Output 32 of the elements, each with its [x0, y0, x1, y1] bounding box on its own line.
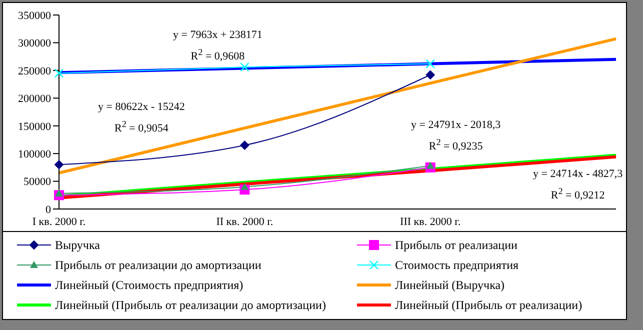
point — [54, 68, 64, 78]
legend-label: Линейный (Стоимость предприятия) — [55, 278, 244, 292]
point — [240, 140, 250, 150]
y-tick-label: 250000 — [18, 65, 52, 78]
y-tick-label: 50000 — [24, 176, 52, 188]
x-tick-label: II кв. 2000 г. — [216, 216, 274, 228]
legend-label: Выручка — [55, 238, 100, 252]
legend-label: Линейный (Прибыль от реализации до амортизации) — [55, 298, 326, 312]
point — [426, 162, 434, 169]
y-tick-label: 350000 — [18, 10, 52, 22]
legend-label: Стоимость предприятия — [395, 258, 519, 272]
point — [55, 189, 63, 196]
annotation: y = 24714x - 4827,3 R$^{2}$ = 0,9212 — [533, 167, 623, 204]
point — [426, 59, 435, 68]
point — [240, 182, 249, 190]
point — [240, 62, 250, 72]
legend-label: Линейный (Прибыль от реализации) — [395, 298, 582, 312]
y-tick-label: 150000 — [18, 120, 52, 133]
legend-label: Линейный (Выручка) — [395, 278, 505, 292]
x-tick-label: III кв. 2000 г. — [400, 216, 461, 228]
y-tick-label: 0 — [46, 204, 52, 216]
y-tick-label: 100000 — [18, 148, 52, 160]
y-tick-label: 200000 — [18, 93, 52, 106]
annotation: y = 80622x - 15242 R$^{2}$ = 0,9054 — [98, 100, 185, 137]
legend-label: Прибыль от реализации до амортизации — [55, 258, 262, 272]
annotation: y = 24791x - 2018,3 R$^{2}$ = 0,9235 — [411, 118, 501, 155]
y-tick-label: 300000 — [18, 38, 52, 50]
point — [54, 160, 64, 170]
legend-label: Прибыль от реализации — [395, 238, 518, 252]
annotation: y = 7963x + 238171 R$^{2}$ = 0,9608 — [173, 28, 262, 65]
x-tick-label: I кв. 2000 г. — [32, 216, 86, 228]
point — [426, 70, 435, 80]
